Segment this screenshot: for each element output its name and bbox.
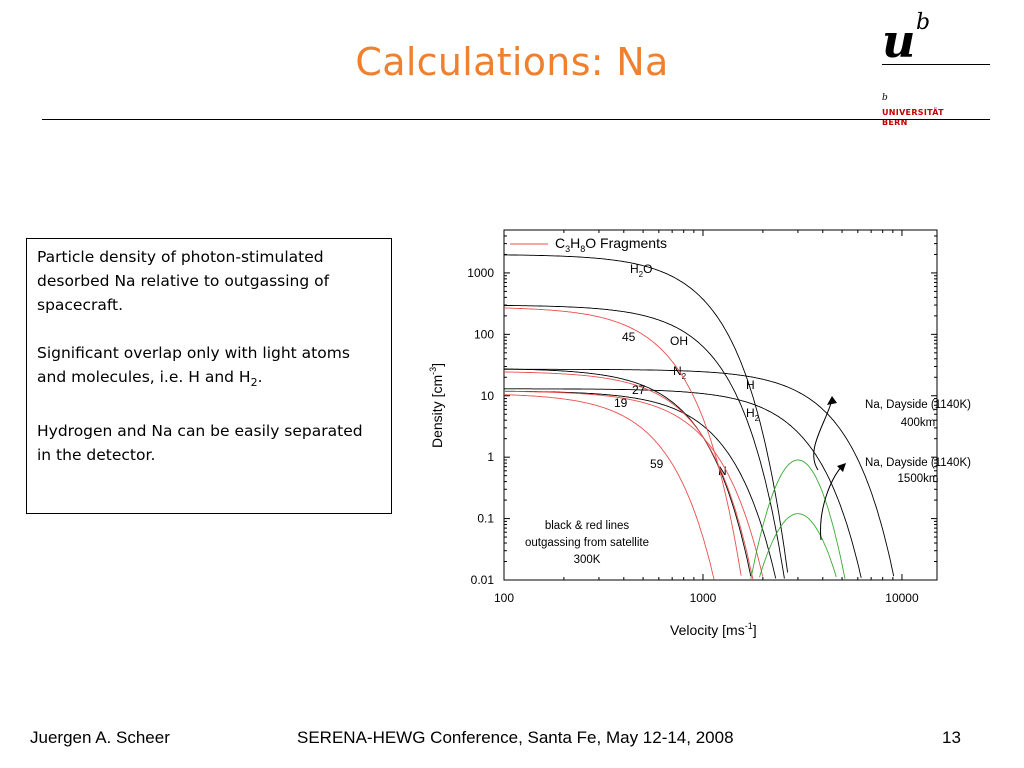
paragraph-2-text: Significant overlap only with light atom… bbox=[37, 344, 350, 386]
explanation-textbox: Particle density of photon-stimulated de… bbox=[26, 238, 392, 514]
series-line bbox=[504, 394, 715, 580]
series-label: OH bbox=[670, 334, 688, 348]
series-label: N bbox=[718, 464, 727, 478]
series-label: 19 bbox=[614, 396, 628, 410]
series-line bbox=[759, 513, 837, 578]
series-label: H bbox=[746, 378, 755, 392]
y-tick-label: 10 bbox=[481, 389, 495, 403]
footer-author: Juergen A. Scheer bbox=[30, 728, 170, 747]
x-tick-label: 1000 bbox=[690, 591, 717, 605]
paragraph-2: Significant overlap only with light atom… bbox=[37, 341, 381, 395]
density-chart: 100 1000 10000 1000 100 10 1 0.1 0.01 Velocity [m… bbox=[400, 210, 1000, 654]
logo-divider bbox=[882, 64, 990, 65]
series-label: H2 bbox=[746, 406, 760, 423]
x-tick-label: 100 bbox=[494, 591, 514, 605]
y-axis-label: Density [cm-3] bbox=[428, 363, 445, 448]
university-logo: u b b UNIVERSITÄT BERN bbox=[880, 10, 960, 127]
chart-svg: 100 1000 10000 1000 100 10 1 0.1 0.01 Velocity [m… bbox=[428, 229, 971, 638]
y-tick-label: 1 bbox=[487, 450, 494, 464]
series-label: 45 bbox=[622, 330, 636, 344]
callout-arrow-1 bbox=[813, 399, 833, 471]
series-line bbox=[503, 390, 777, 579]
series-line bbox=[504, 254, 789, 573]
logo-line2: BERN bbox=[882, 118, 908, 127]
series-line bbox=[504, 307, 742, 576]
logo-university-name: UNIVERSITÄT BERN bbox=[882, 108, 944, 128]
callout-line1: Na, Dayside (1140K) bbox=[865, 457, 971, 469]
callout-arrow-head-1 bbox=[827, 396, 837, 405]
logo-b-superscript: b bbox=[916, 10, 931, 35]
header-rule bbox=[42, 119, 990, 120]
callout-arrow-2 bbox=[820, 465, 843, 541]
slide-title: Calculations: Na bbox=[355, 40, 669, 84]
callout-line2: 1500km bbox=[898, 473, 939, 485]
logo-u-letter: u bbox=[882, 14, 916, 68]
paragraph-3: Hydrogen and Na can be easily separated … bbox=[37, 422, 363, 465]
note-text: black & red lines bbox=[545, 520, 630, 532]
series-line bbox=[504, 390, 764, 577]
footer-conference: SERENA-HEWG Conference, Santa Fe, May 12… bbox=[297, 728, 734, 747]
note-text: 300K bbox=[574, 554, 601, 566]
paragraph-2-end: . bbox=[257, 368, 263, 386]
x-axis-label: Velocity [ms-1] bbox=[670, 621, 757, 638]
series-line bbox=[504, 305, 785, 579]
callout-arrow-head-2 bbox=[837, 463, 846, 472]
series-label: H2O bbox=[630, 262, 652, 279]
x-tick-label: 10000 bbox=[885, 591, 919, 605]
callout-line1: Na, Dayside (1140K) bbox=[865, 399, 971, 411]
page-number: 13 bbox=[942, 728, 961, 747]
y-tick-label: 100 bbox=[474, 327, 494, 341]
series-line bbox=[504, 371, 754, 580]
callout-line2: 400km bbox=[901, 417, 936, 429]
series-line bbox=[504, 388, 862, 579]
paragraph-2-subscript: 2 bbox=[250, 376, 258, 390]
logo-line1: UNIVERSITÄT bbox=[882, 108, 944, 117]
series-label: 59 bbox=[650, 457, 664, 471]
series-label: 27 bbox=[632, 383, 646, 397]
paragraph-1: Particle density of photon-stimulated de… bbox=[37, 248, 330, 314]
legend-label: C3H8O Fragments bbox=[555, 235, 667, 254]
y-tick-label: 0.1 bbox=[477, 512, 494, 526]
series-line bbox=[750, 459, 846, 580]
series-line bbox=[504, 368, 895, 577]
y-tick-label: 0.01 bbox=[471, 573, 495, 587]
note-text: outgassing from satellite bbox=[525, 537, 649, 549]
y-tick-label: 1000 bbox=[467, 266, 494, 280]
logo-small-b: b bbox=[882, 93, 888, 103]
